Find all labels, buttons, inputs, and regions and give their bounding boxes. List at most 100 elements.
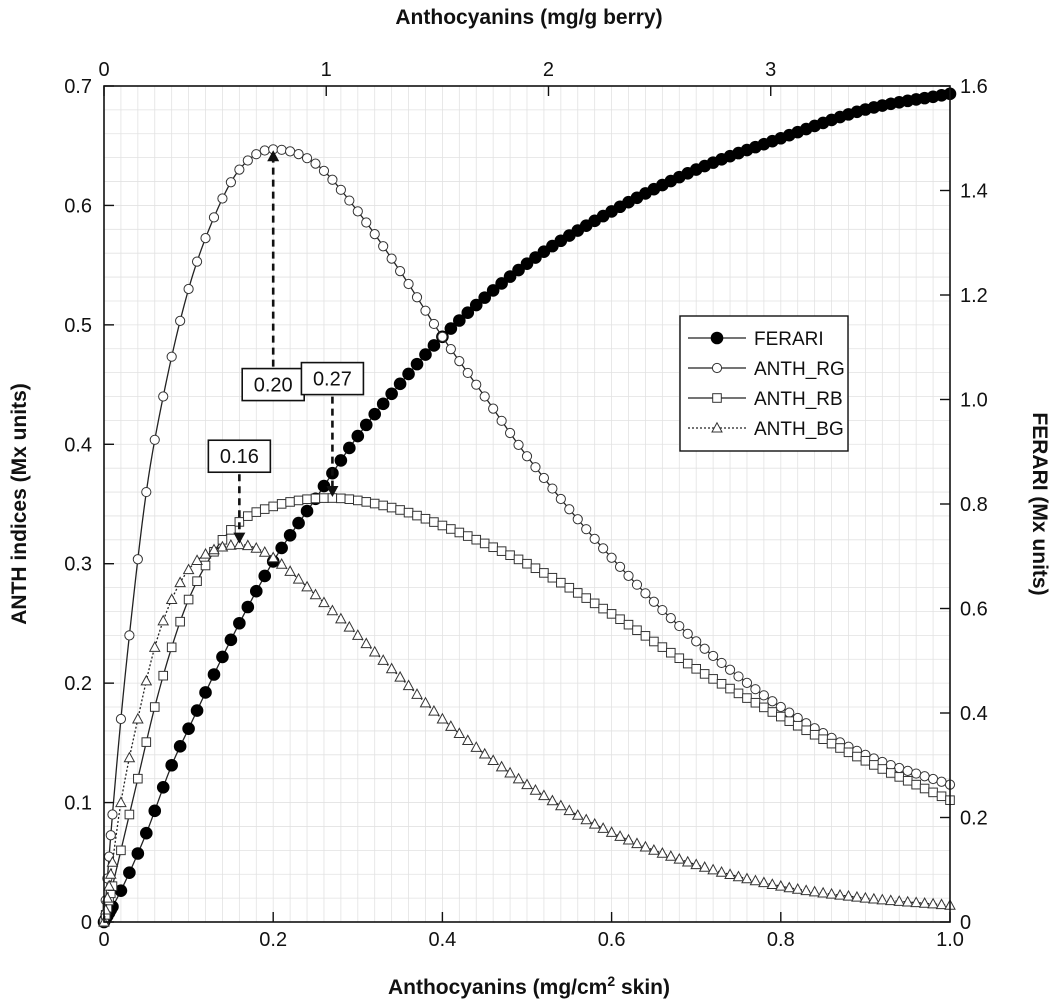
marker-anth-rg [504, 427, 516, 439]
marker-anth-bg [267, 551, 280, 563]
marker-anth-rg [648, 596, 660, 607]
marker-anth-rb [615, 614, 625, 625]
marker-anth-bg [580, 813, 593, 825]
marker-anth-rg [403, 278, 414, 290]
marker-anth-rg [285, 146, 296, 157]
marker-anth-rb [666, 647, 676, 658]
x-bottom-tick-label: 0.6 [598, 929, 626, 951]
x-top-tick-label: 1 [321, 59, 332, 81]
x-top-tick-label: 2 [543, 59, 554, 81]
series-ferari [97, 87, 957, 929]
marker-anth-rg [437, 331, 448, 342]
marker-anth-rg [175, 315, 186, 326]
legend: FERARI ANTH_RG ANTH_RB ANTH_BG [679, 315, 849, 452]
marker-anth-rb [429, 517, 439, 527]
marker-anth-bg [631, 837, 643, 849]
marker-anth-bg [453, 727, 466, 739]
marker-anth-rg [682, 628, 693, 639]
marker-anth-rg [166, 351, 177, 362]
marker-anth-rb [183, 594, 194, 605]
marker-anth-bg [800, 884, 813, 896]
marker-anth-rg [657, 604, 668, 616]
marker-anth-rg [183, 283, 194, 295]
legend-marker-anth-rg [711, 362, 723, 374]
marker-anth-bg [766, 878, 779, 889]
marker-anth-bg [758, 876, 770, 888]
marker-anth-rg [124, 630, 135, 641]
marker-anth-rb [336, 493, 346, 504]
marker-anth-rg [741, 677, 753, 689]
marker-anth-rb [928, 787, 938, 798]
marker-anth-bg [817, 886, 829, 898]
marker-ferari [359, 418, 373, 432]
marker-anth-rb [276, 499, 287, 509]
marker-anth-rg [479, 391, 490, 402]
marker-anth-rg [276, 144, 287, 155]
marker-anth-rb [860, 755, 871, 766]
marker-anth-rg [674, 620, 685, 632]
marker-anth-rg [530, 462, 541, 473]
marker-anth-bg [690, 858, 703, 870]
marker-ferari [140, 826, 153, 840]
marker-anth-rb [657, 642, 668, 652]
y-left-tick-label: 0.4 [64, 434, 92, 456]
marker-ferari [173, 740, 187, 753]
marker-anth-rg [665, 613, 676, 624]
marker-anth-rb [522, 558, 532, 569]
marker-anth-rg [200, 233, 211, 244]
marker-anth-bg [554, 799, 567, 811]
marker-anth-rg [335, 184, 346, 195]
marker-anth-rg [538, 472, 550, 484]
legend-marker-ferari [710, 331, 724, 345]
marker-anth-rb [462, 531, 473, 541]
annotation-0-16: 0.16 [207, 439, 272, 544]
marker-anth-rg [234, 164, 245, 175]
marker-anth-bg [419, 696, 432, 708]
marker-ferari [249, 584, 263, 598]
marker-anth-bg [521, 778, 533, 790]
marker-anth-bg [664, 850, 677, 861]
marker-anth-rg [293, 149, 304, 160]
marker-anth-bg [343, 620, 356, 632]
marker-anth-rb [378, 500, 388, 511]
marker-anth-rg [589, 533, 600, 544]
marker-anth-bg [504, 766, 516, 778]
marker-anth-rb [446, 524, 456, 534]
marker-anth-rb [285, 497, 295, 507]
marker-anth-bg [529, 783, 542, 795]
series-anth-rb [99, 493, 955, 927]
marker-anth-bg [436, 712, 449, 724]
marker-anth-bg [605, 826, 618, 837]
marker-anth-rg [547, 483, 558, 494]
marker-anth-rb [513, 554, 524, 565]
marker-anth-rb [759, 702, 769, 713]
marker-anth-rb [801, 725, 811, 736]
marker-anth-rg [513, 439, 524, 450]
marker-anth-rg [775, 701, 786, 713]
marker-anth-bg [639, 840, 652, 852]
marker-anth-rg [471, 379, 482, 390]
marker-anth-rb [598, 603, 608, 614]
marker-anth-rb [471, 534, 482, 545]
marker-ferari [148, 804, 162, 818]
marker-anth-rg [454, 356, 465, 367]
marker-anth-rb [750, 697, 761, 708]
marker-anth-bg [216, 540, 229, 552]
marker-anth-rb [818, 734, 828, 744]
marker-ferari [334, 454, 348, 467]
marker-anth-bg [783, 881, 796, 893]
marker-anth-rb [403, 507, 414, 518]
marker-anth-bg [103, 879, 115, 891]
marker-anth-rb [919, 783, 930, 794]
marker-ferari [216, 650, 229, 664]
legend-entry-anth-rb: ANTH_RB [688, 389, 843, 410]
marker-anth-rb [852, 751, 862, 762]
marker-anth-rb [784, 716, 795, 726]
marker-ferari [520, 257, 534, 270]
marker-anth-rb [792, 720, 803, 731]
marker-anth-rb [124, 809, 135, 820]
legend-marker-anth-bg [711, 421, 723, 433]
marker-anth-bg [165, 593, 178, 605]
marker-ferari [156, 781, 170, 794]
